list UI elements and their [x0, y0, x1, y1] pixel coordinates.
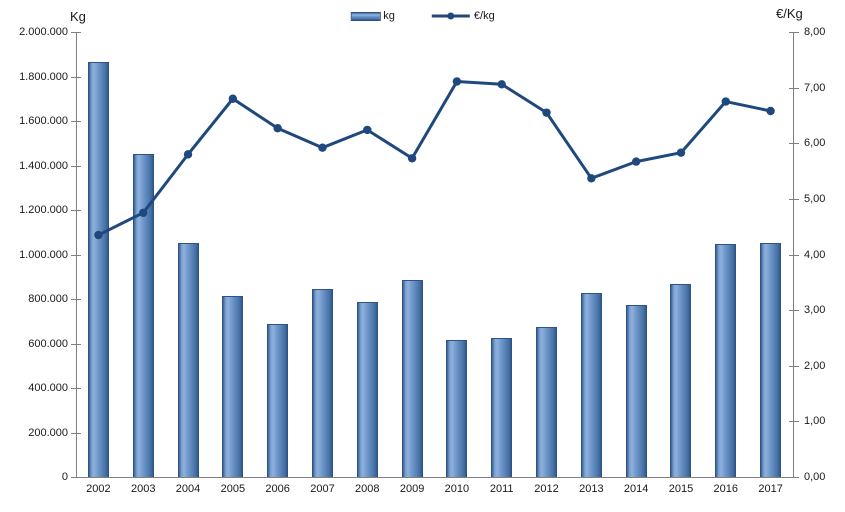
legend-label-eur-per-kg: €/kg	[473, 10, 495, 22]
left-axis-tick-label: 1.200.000	[19, 204, 68, 216]
left-axis-tick	[71, 32, 81, 33]
legend-line-swatch-icon	[431, 12, 470, 20]
left-axis-tick	[71, 121, 81, 122]
bar	[625, 305, 647, 477]
bar	[715, 244, 737, 477]
right-axis-tick	[789, 421, 799, 423]
data-point-marker	[407, 154, 417, 163]
x-axis-label: 2016	[713, 483, 739, 495]
left-axis-tick-label: 400.000	[28, 382, 68, 394]
x-axis-label: 2017	[758, 483, 783, 495]
right-axis-tick-label: 7,00	[804, 81, 826, 94]
right-axis-tick	[789, 87, 799, 89]
x-axis-label: 2015	[668, 483, 694, 495]
data-point-marker	[318, 143, 327, 152]
x-axis-label: 2006	[265, 483, 290, 495]
left-axis-tick	[71, 210, 81, 211]
right-axis-tick-label: 5,00	[804, 192, 826, 205]
left-axis-tick-label: 0	[61, 471, 68, 483]
data-point-marker	[363, 125, 372, 135]
left-axis-tick	[71, 254, 81, 256]
line-path	[97, 80, 771, 237]
data-point-marker	[631, 157, 641, 166]
data-point-marker	[183, 150, 193, 159]
left-axis-tick	[71, 299, 81, 300]
data-point-marker	[497, 80, 506, 89]
left-axis-tick-label: 1.400.000	[19, 159, 68, 172]
data-point-marker	[587, 174, 596, 183]
legend-item-kg: kg	[350, 10, 395, 22]
left-axis-tick-label: 800.000	[28, 293, 68, 305]
x-axis-label: 2010	[444, 483, 470, 495]
right-axis-tick-label: 1,00	[804, 415, 826, 428]
bar	[177, 243, 199, 477]
left-axis-tick	[71, 477, 81, 478]
x-axis-label: 2013	[579, 483, 604, 495]
right-axis-tick	[789, 254, 799, 256]
bar	[580, 293, 602, 477]
left-axis-title: Kg	[70, 9, 86, 24]
bar	[222, 296, 244, 477]
data-point-marker	[766, 106, 775, 116]
x-axis-label: 2007	[310, 483, 335, 495]
legend: kg €/kg	[350, 10, 495, 22]
right-axis-tick	[789, 198, 799, 200]
legend-item-eur-per-kg: €/kg	[431, 10, 495, 22]
x-axis-label: 2005	[220, 483, 246, 495]
bar	[536, 326, 558, 477]
x-axis-label: 2008	[355, 483, 380, 495]
left-axis-tick-label: 2.000.000	[19, 26, 68, 38]
left-axis-tick	[71, 432, 81, 434]
bar	[760, 242, 782, 477]
right-axis-tick-label: 8,00	[804, 26, 826, 38]
right-axis-tick	[789, 365, 799, 367]
right-axis-tick-label: 2,00	[804, 359, 826, 372]
left-axis-tick-label: 1.000.000	[19, 248, 68, 261]
left-axis-tick-label: 600.000	[28, 337, 68, 350]
right-axis-tick	[789, 32, 799, 33]
x-axis-label: 2009	[399, 483, 425, 495]
x-axis-label: 2004	[175, 483, 201, 495]
right-axis-tick-label: 3,00	[804, 304, 826, 317]
x-axis-label: 2003	[130, 483, 156, 495]
right-axis-title: €/Kg	[776, 6, 803, 21]
bar	[267, 323, 289, 477]
right-axis-tick	[789, 310, 799, 312]
right-axis-tick	[789, 477, 799, 478]
bar	[132, 153, 154, 477]
bar	[670, 284, 692, 477]
x-axis-line	[76, 477, 794, 478]
data-point-marker	[721, 97, 730, 106]
x-axis-label: 2012	[534, 483, 559, 495]
bar	[311, 289, 333, 477]
data-point-marker	[676, 148, 686, 157]
legend-bar-swatch-icon	[350, 11, 381, 21]
bar	[446, 339, 468, 477]
right-axis-tick-label: 4,00	[804, 248, 826, 261]
left-axis-tick	[71, 343, 81, 345]
bar	[87, 62, 109, 477]
left-axis-tick	[71, 165, 81, 167]
right-axis-tick-label: 6,00	[804, 137, 826, 150]
data-point-marker	[228, 94, 238, 103]
x-axis-label: 2014	[623, 483, 649, 495]
x-axis-label: 2002	[86, 483, 111, 495]
bar	[356, 302, 378, 477]
left-axis-tick-label: 1.600.000	[19, 115, 68, 127]
legend-label-kg: kg	[383, 10, 395, 22]
left-axis-tick	[71, 388, 81, 389]
bar	[491, 337, 513, 477]
right-axis-tick	[789, 143, 799, 145]
left-axis-tick	[71, 76, 81, 78]
data-point-marker	[273, 124, 282, 133]
x-axis-label: 2011	[489, 483, 514, 495]
data-point-marker	[452, 77, 462, 86]
data-point-marker	[542, 108, 551, 117]
bar	[401, 280, 423, 477]
right-axis-tick-label: 0,00	[804, 471, 826, 483]
left-axis-tick-label: 200.000	[28, 426, 68, 439]
left-axis-tick-label: 1.800.000	[19, 70, 68, 83]
